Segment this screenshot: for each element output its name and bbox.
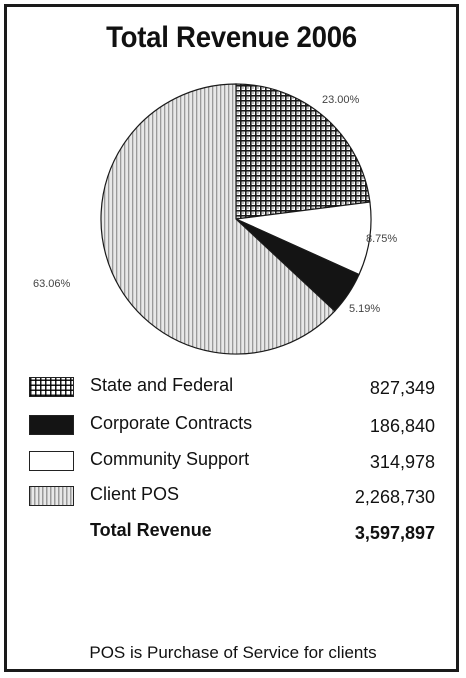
legend-swatch-grid bbox=[29, 377, 74, 397]
footnote: POS is Purchase of Service for clients bbox=[89, 643, 377, 662]
slice-percent-label: 5.19% bbox=[349, 303, 380, 315]
legend-value: 827,349 bbox=[369, 378, 435, 398]
legend-swatch-vstripes bbox=[29, 486, 74, 506]
slice-percent-label: 23.00% bbox=[322, 94, 360, 106]
legend-value: 2,268,730 bbox=[354, 487, 435, 507]
total-label: Total Revenue bbox=[90, 520, 212, 540]
legend-value: 314,978 bbox=[369, 452, 435, 472]
slice-percent-label: 63.06% bbox=[33, 278, 71, 290]
legend-row: State and Federal 827,349 bbox=[29, 374, 439, 400]
legend-value: 186,840 bbox=[369, 416, 435, 436]
legend-label: Client POS bbox=[90, 484, 180, 504]
legend-label: Community Support bbox=[90, 449, 250, 469]
legend-label: Corporate Contracts bbox=[90, 413, 253, 433]
legend-row: Client POS 2,268,730 bbox=[29, 483, 439, 509]
chart-title: Total Revenue 2006 bbox=[106, 21, 357, 54]
total-row: Total Revenue 3,597,897 bbox=[29, 519, 439, 545]
slice-percent-label: 8.75% bbox=[366, 233, 397, 245]
legend-label: State and Federal bbox=[90, 375, 234, 395]
legend-swatch-white bbox=[29, 451, 74, 471]
total-value: 3,597,897 bbox=[354, 523, 435, 543]
legend-row: Community Support 314,978 bbox=[29, 448, 439, 474]
pie-slice-state-and-federal bbox=[235, 83, 371, 220]
pie-slice-client-pos bbox=[100, 83, 336, 355]
legend-row: Corporate Contracts 186,840 bbox=[29, 412, 439, 438]
legend-swatch-black bbox=[29, 415, 74, 435]
